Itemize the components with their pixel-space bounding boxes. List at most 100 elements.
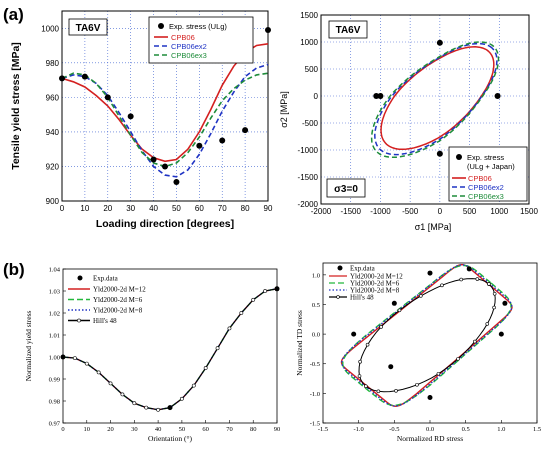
legend-marker-exp	[456, 154, 462, 160]
data-point-exp	[388, 364, 394, 370]
y-axis-title: Normalized yield stress	[24, 311, 33, 382]
x-tick-label: 0.5	[462, 426, 470, 433]
series-marker-hill	[473, 339, 477, 344]
y-tick-label: 920	[46, 162, 60, 171]
legend-label: Exp. stress	[467, 153, 504, 162]
series-marker-hill	[415, 382, 419, 387]
y-tick-label: -0.5	[310, 361, 320, 368]
legend-label: Yld2000-2d M=12	[93, 286, 146, 294]
data-point-exp	[391, 300, 397, 306]
series-locus-hill-s-48	[358, 278, 496, 393]
legend-label: Exp. stress (ULg)	[169, 22, 227, 31]
panel-label-b: (b)	[3, 260, 25, 279]
series-marker-hill	[459, 277, 463, 282]
legend-label: CPB06	[468, 174, 492, 183]
y-tick-label: -1.0	[310, 391, 320, 398]
series-marker-hill	[397, 308, 402, 313]
y-axis-title: Tensile yield stress [MPa]	[10, 42, 22, 170]
x-tick-label: 90	[274, 426, 281, 433]
y-tick-label: 0.5	[312, 302, 320, 309]
chart-b2-normalized-yield-locus: -1.5 -1.0 -0.5 0.0 0.5 1.0 1.5 -1.5 -1.0 -0.5 0.0 0…	[295, 262, 541, 443]
inset-title-box	[328, 20, 368, 39]
y-tick-label: 1.01	[49, 333, 60, 340]
series-locus-cpb06ex3	[370, 41, 500, 159]
y-tick-label: 500	[305, 65, 319, 74]
annotation-box	[326, 178, 366, 198]
data-point-exp	[502, 300, 508, 306]
series-marker-hill	[440, 283, 444, 288]
legend-label: Yld2000-2d M=8	[350, 287, 400, 295]
legend-box	[448, 146, 528, 202]
legend-marker-hill	[77, 318, 81, 323]
legend-label: CPB06ex2	[171, 42, 207, 51]
series-marker-hill	[492, 305, 496, 310]
x-tick-label: 40	[149, 204, 158, 213]
legend-label: CPB06	[171, 33, 195, 42]
y-tick-label: -1000	[298, 146, 319, 155]
legend-label: Yld2000-2d M=8	[93, 307, 143, 315]
legend-marker-hill	[336, 295, 340, 299]
data-point-exp	[274, 286, 280, 292]
x-tick-label: 0.0	[426, 426, 434, 433]
x-tick-label: 70	[226, 426, 233, 433]
y-tick-label: 0.0	[312, 332, 320, 339]
series-marker-hill	[379, 325, 383, 329]
series-marker-hill	[419, 294, 423, 298]
x-axis-title: Normalized RD stress	[397, 434, 463, 443]
x-tick-label: 10	[80, 204, 89, 213]
y-tick-label: 1.00	[49, 355, 60, 362]
inset-title-box	[68, 18, 108, 36]
annotation-sigma3: σ3=0	[334, 184, 358, 195]
y-tick-label: 0	[314, 92, 319, 101]
series-marker-hill	[487, 282, 491, 286]
y-tick-label: -1.5	[310, 421, 320, 428]
series-marker-hill	[436, 371, 441, 376]
data-point-exp	[466, 266, 472, 272]
legend-label: Yld2000-2d M=6	[350, 280, 400, 288]
data-point-exp	[427, 270, 433, 276]
x-tick-label: 500	[463, 207, 477, 216]
y-axis-title: σ2 [MPa]	[279, 91, 289, 128]
x-tick-label: 80	[250, 426, 257, 433]
series-line-cpb06ex2	[61, 63, 269, 178]
data-point-exp	[127, 113, 134, 120]
series-marker-hill	[156, 407, 161, 412]
plot-frame	[320, 14, 530, 205]
x-tick-label: -2000	[311, 207, 332, 216]
x-tick-label: 80	[241, 204, 250, 213]
data-point-exp	[436, 39, 443, 46]
y-axis-title: Normalized TD stress	[295, 310, 304, 376]
legend-label: CPB06ex2	[468, 183, 504, 192]
x-axis-title: σ1 [MPa]	[415, 222, 452, 232]
plot-frame	[61, 10, 269, 202]
data-point-exp	[162, 163, 168, 170]
y-tick-label: -500	[302, 119, 319, 128]
x-tick-label: 0	[61, 426, 64, 433]
inset-title: TA6V	[336, 25, 361, 36]
legend-label: Exp.data	[93, 275, 119, 283]
y-tick-label: 1.03	[49, 289, 60, 296]
legend-label: (ULg + Japan)	[467, 162, 515, 171]
series-locus-cpb06	[380, 46, 495, 151]
series-marker-hill	[357, 374, 362, 378]
x-tick-label: 90	[264, 204, 273, 213]
y-tick-label: -1500	[298, 173, 319, 182]
series-marker-hill	[108, 381, 113, 386]
x-tick-label: -0.5	[389, 426, 399, 433]
series-marker-hill	[215, 346, 220, 351]
y-tick-label: 1.02	[49, 311, 60, 318]
data-point-exp	[494, 93, 501, 99]
y-tick-label: 1000	[300, 38, 318, 47]
legend-label: Hill's 48	[350, 294, 374, 302]
y-tick-label: 0.99	[49, 377, 60, 384]
y-tick-label: 1000	[41, 24, 59, 33]
x-tick-label: -1.0	[354, 426, 364, 433]
series-marker-hill	[394, 389, 398, 393]
series-marker-hill	[203, 366, 208, 370]
data-point-exp	[104, 94, 111, 101]
x-tick-label: -1000	[370, 207, 391, 216]
series-marker-hill	[263, 289, 268, 293]
chart-a2-yield-locus: -2000 -1500 -1000 -500 0 500 1000 1500 -2000 -150…	[279, 11, 538, 232]
x-axis-title: Loading direction [degrees]	[96, 218, 234, 230]
